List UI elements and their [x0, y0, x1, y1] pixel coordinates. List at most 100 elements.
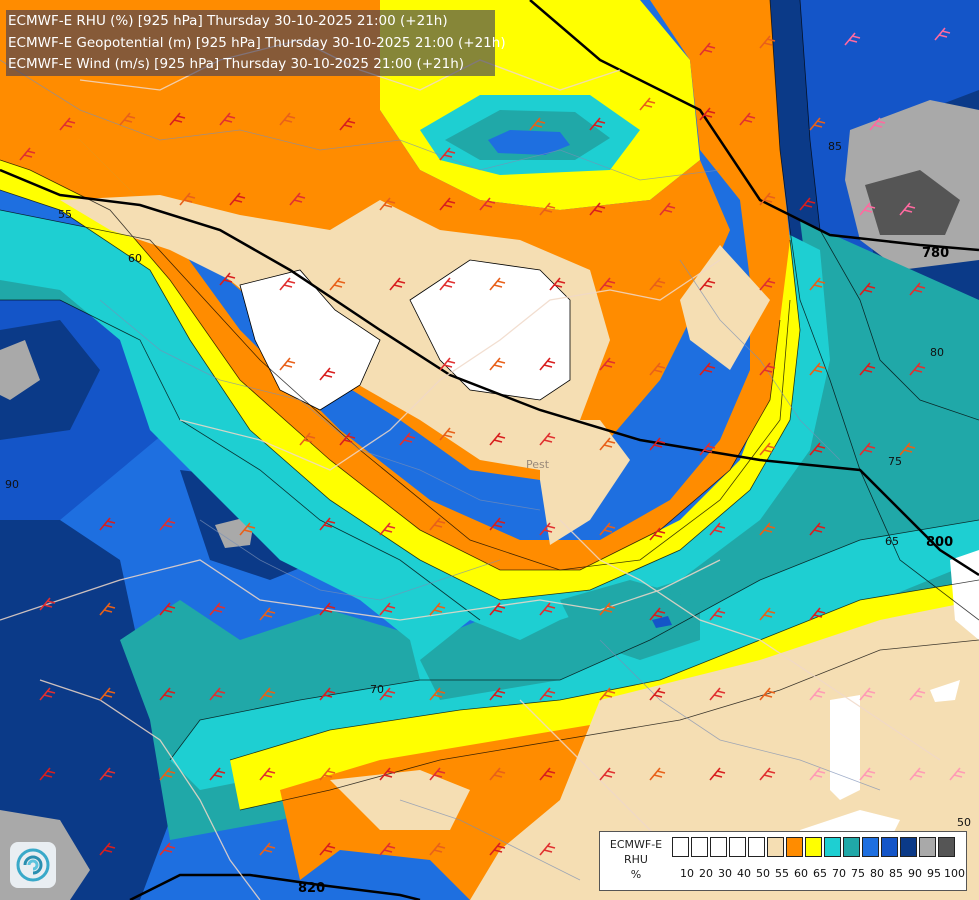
geopotential-label-800: 800	[926, 535, 953, 550]
legend-title-unit: %	[630, 868, 642, 881]
title-box	[6, 10, 495, 76]
wind-barb-icon	[909, 282, 926, 296]
wind-barb-icon	[229, 192, 246, 206]
contour-label-50: 50	[957, 816, 971, 829]
wind-barb-icon	[799, 197, 816, 211]
wind-barb-icon	[934, 27, 951, 41]
wind-barb-icon	[759, 442, 776, 456]
wind-barb-icon	[599, 277, 616, 291]
legend: ECMWF-E RHU % 10 20 30 40 50 55 60 65 70 75 80 85 90…	[599, 831, 967, 891]
legend-swatch	[938, 837, 955, 857]
wind-barb-icon	[589, 117, 606, 131]
wind-barb-icon	[539, 432, 556, 446]
place-label-pest: Pest	[526, 458, 550, 471]
wind-barb-icon	[439, 427, 456, 441]
legend-tick: 95	[927, 867, 941, 880]
legend-title: ECMWF-E RHU %	[604, 837, 668, 882]
wind-barb-icon	[159, 767, 176, 781]
wind-barb-icon	[99, 687, 116, 701]
wind-barb-icon	[99, 602, 116, 616]
legend-tick: 50	[756, 867, 770, 880]
wind-barb-icon	[319, 367, 336, 381]
wind-barb-icon	[899, 442, 916, 456]
wind-barb-icon	[439, 357, 456, 371]
wind-barb-icon	[809, 687, 826, 701]
wind-barb-icon	[539, 767, 556, 781]
wind-barb-icon	[279, 357, 296, 371]
contour-label-70: 70	[370, 683, 384, 696]
wind-barb-icon	[99, 767, 116, 781]
wind-barb-icon	[599, 522, 616, 536]
wind-barb-icon	[489, 842, 506, 856]
wind-barb-icon	[699, 277, 716, 291]
legend-tick: 70	[832, 867, 846, 880]
wind-barb-icon	[379, 687, 396, 701]
legend-tick: 100	[944, 867, 965, 880]
wind-barb-icon	[809, 767, 826, 781]
contour-label-60: 60	[128, 252, 142, 265]
contour-label-80: 80	[930, 346, 944, 359]
title-geopotential: ECMWF-E Geopotential (m) [925 hPa] Thurs…	[8, 35, 506, 51]
wind-barb-icon	[439, 147, 456, 161]
wind-barb-icon	[379, 767, 396, 781]
contour-label-85: 85	[828, 140, 842, 153]
legend-title-var: RHU	[624, 853, 648, 866]
wind-barb-icon	[809, 117, 826, 131]
wind-barb-icon	[759, 35, 776, 49]
wind-barb-icon	[329, 277, 346, 291]
wind-barb-icon	[649, 527, 666, 541]
legend-swatch	[862, 837, 879, 857]
geopotential-label-780: 780	[922, 246, 949, 261]
wind-barb-icon	[479, 197, 496, 211]
wind-barb-icon	[859, 202, 876, 216]
wind-barb-icon	[39, 687, 56, 701]
legend-swatch	[672, 837, 689, 857]
legend-swatch	[824, 837, 841, 857]
legend-tick: 10	[680, 867, 694, 880]
wind-barb-icon	[429, 517, 446, 531]
legend-swatch	[919, 837, 936, 857]
wind-barb-icon	[859, 687, 876, 701]
legend-swatch	[767, 837, 784, 857]
wind-barb-icon	[99, 517, 116, 531]
wind-barb-icon	[489, 517, 506, 531]
wind-barb-icon	[209, 602, 226, 616]
contour-label-65: 65	[885, 535, 899, 548]
wind-barb-icon	[159, 517, 176, 531]
legend-tick: 30	[718, 867, 732, 880]
wind-barb-icon	[599, 767, 616, 781]
wind-barb-icon	[319, 517, 336, 531]
wind-barb-icon	[649, 362, 666, 376]
legend-tick: 40	[737, 867, 751, 880]
wind-barb-icon	[589, 202, 606, 216]
wind-barb-icon	[19, 147, 36, 161]
wind-barb-icon	[219, 112, 236, 126]
wind-barb-icon	[649, 607, 666, 621]
wind-barb-icon	[429, 842, 446, 856]
wind-barb-icon	[759, 767, 776, 781]
title-wind: ECMWF-E Wind (m/s) [925 hPa] Thursday 30…	[8, 56, 465, 72]
wind-barb-icon	[209, 767, 226, 781]
wind-barb-icon	[699, 107, 716, 121]
legend-tick: 60	[794, 867, 808, 880]
legend-swatch	[729, 837, 746, 857]
legend-tick: 75	[851, 867, 865, 880]
wind-barb-icon	[759, 607, 776, 621]
wind-barb-icon	[809, 362, 826, 376]
wind-barb-icon	[379, 602, 396, 616]
legend-tick: 20	[699, 867, 713, 880]
wind-barb-icon	[709, 767, 726, 781]
wind-barb-icon	[539, 202, 556, 216]
wind-barb-icon	[649, 277, 666, 291]
wind-barb-icon	[949, 767, 966, 781]
legend-swatch	[786, 837, 803, 857]
wind-barb-icon	[899, 202, 916, 216]
wind-barb-icon	[259, 687, 276, 701]
wind-barb-icon	[659, 202, 676, 216]
wind-barb-icon	[299, 432, 316, 446]
wind-barb-icon	[279, 112, 296, 126]
wind-barb-icon	[909, 767, 926, 781]
wind-barb-icon	[759, 277, 776, 291]
wind-barb-icon	[809, 277, 826, 291]
wind-barb-icon	[179, 192, 196, 206]
